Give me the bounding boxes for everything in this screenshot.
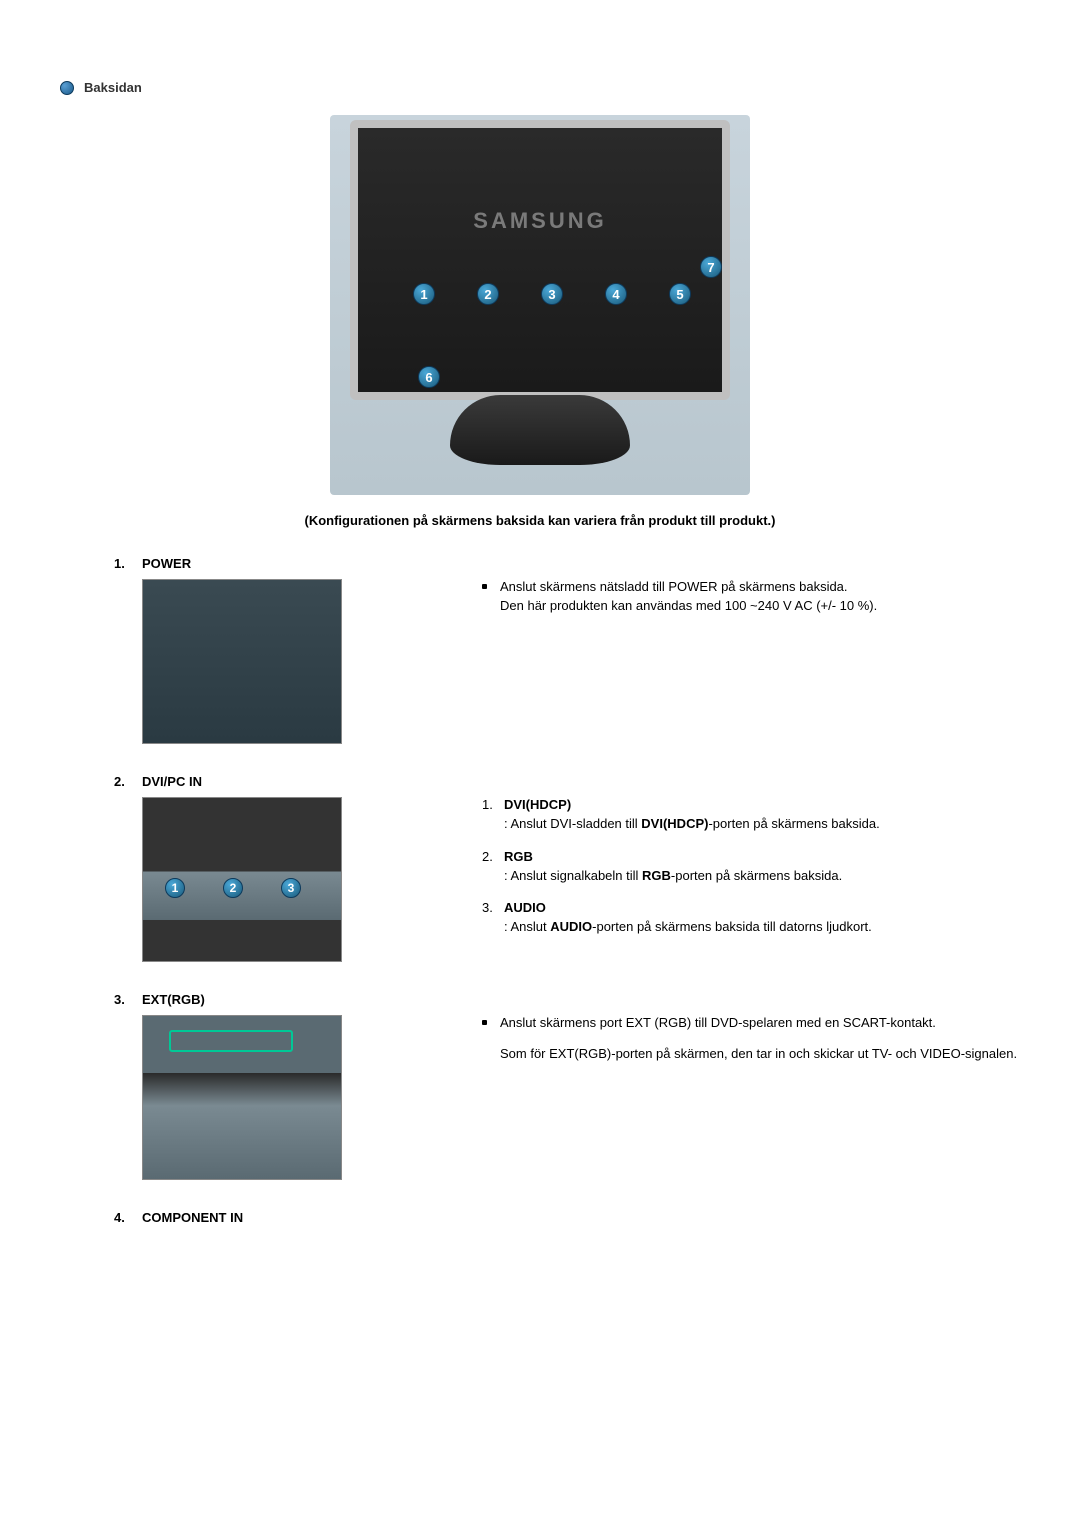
item-thumb: 1 2 3 [142, 797, 342, 962]
item-number: 3. [114, 992, 142, 1007]
sub-title: AUDIO [504, 899, 1020, 918]
item-right: DVI(HDCP): Anslut DVI-sladden till DVI(H… [442, 774, 1020, 951]
item-left: COMPONENT IN [142, 1210, 442, 1233]
list-item: RGB: Anslut signalkabeln till RGB-porten… [482, 848, 1020, 886]
item-row: 1.POWER Anslut skärmens nätsladd till POW… [60, 556, 1020, 744]
items-container: 1.POWER Anslut skärmens nätsladd till POW… [60, 556, 1020, 1233]
callout-5: 5 [669, 283, 691, 305]
list-item: DVI(HDCP): Anslut DVI-sladden till DVI(H… [482, 796, 1020, 834]
bullet-icon [60, 81, 74, 95]
thumb-callout: 2 [223, 878, 243, 898]
numbered-list: DVI(HDCP): Anslut DVI-sladden till DVI(H… [482, 796, 1020, 937]
callout-2: 2 [477, 283, 499, 305]
item-thumb [142, 579, 342, 744]
extra-paragraph: Som för EXT(RGB)-porten på skärmen, den … [482, 1045, 1020, 1064]
monitor-rear-image: SAMSUNG 1 2 3 4 5 6 7 [330, 115, 750, 495]
section-header: Baksidan [60, 80, 1020, 95]
sub-title: RGB [504, 848, 1020, 867]
list-item: Anslut skärmens port EXT (RGB) till DVD-… [482, 1014, 1020, 1033]
sub-body: : Anslut AUDIO-porten på skärmens baksid… [504, 918, 1020, 937]
list-item: Anslut skärmens nätsladd till POWER på s… [482, 578, 1020, 616]
item-right: Anslut skärmens port EXT (RGB) till DVD-… [442, 992, 1020, 1064]
thumb-callout-row: 1 2 3 [165, 878, 301, 898]
item-right: Anslut skärmens nätsladd till POWER på s… [442, 556, 1020, 622]
monitor-stand [450, 395, 630, 465]
sub-body: : Anslut signalkabeln till RGB-porten på… [504, 867, 1020, 886]
main-figure: SAMSUNG 1 2 3 4 5 6 7 [60, 115, 1020, 495]
callout-6: 6 [418, 366, 440, 388]
callout-4: 4 [605, 283, 627, 305]
section-title: Baksidan [84, 80, 142, 95]
item-row: 2.DVI/PC IN 1 2 3 DVI(HDCP): Anslut DVI-slad… [60, 774, 1020, 962]
bullet-list: Anslut skärmens port EXT (RGB) till DVD-… [482, 1014, 1020, 1033]
callout-7: 7 [700, 256, 722, 278]
thumb-callout: 3 [281, 878, 301, 898]
sub-body: : Anslut DVI-sladden till DVI(HDCP)-port… [504, 815, 1020, 834]
callout-row: 1 2 3 4 5 [413, 283, 691, 305]
callout-1: 1 [413, 283, 435, 305]
item-right [442, 1210, 1020, 1232]
item-row: 4.COMPONENT IN [60, 1210, 1020, 1233]
item-thumb [142, 1015, 342, 1180]
item-number: 4. [114, 1210, 142, 1225]
figure-caption: (Konfigurationen på skärmens baksida kan… [60, 513, 1020, 528]
item-title: POWER [142, 556, 442, 571]
item-title: COMPONENT IN [142, 1210, 442, 1225]
item-left: POWER [142, 556, 442, 744]
list-item: AUDIO: Anslut AUDIO-porten på skärmens b… [482, 899, 1020, 937]
thumb-callout: 1 [165, 878, 185, 898]
monitor-body: SAMSUNG 1 2 3 4 5 6 7 [350, 120, 730, 400]
brand-text: SAMSUNG [473, 208, 606, 234]
item-number: 2. [114, 774, 142, 789]
bullet-list: Anslut skärmens nätsladd till POWER på s… [482, 578, 1020, 616]
item-left: DVI/PC IN 1 2 3 [142, 774, 442, 962]
callout-3: 3 [541, 283, 563, 305]
item-title: DVI/PC IN [142, 774, 442, 789]
item-row: 3.EXT(RGB) Anslut skärmens port EXT (RGB)… [60, 992, 1020, 1180]
item-left: EXT(RGB) [142, 992, 442, 1180]
item-number: 1. [114, 556, 142, 571]
item-title: EXT(RGB) [142, 992, 442, 1007]
sub-title: DVI(HDCP) [504, 796, 1020, 815]
